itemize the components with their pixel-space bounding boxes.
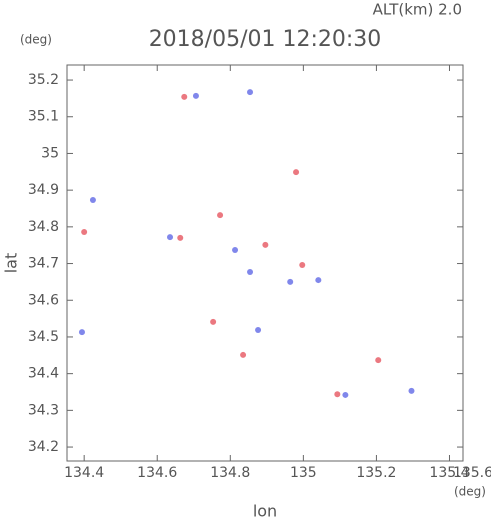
x-tick-label: 135.6 xyxy=(453,465,491,481)
echo-point xyxy=(334,391,341,398)
y-axis-label: lat xyxy=(2,253,21,274)
echo-point xyxy=(78,329,85,336)
x-tick-label: 135.2 xyxy=(356,465,396,481)
echo-point xyxy=(89,197,96,204)
y-tick-label: 34.4 xyxy=(28,366,59,382)
x-tick-label: 134.6 xyxy=(137,465,177,481)
echo-point xyxy=(315,277,322,284)
echo-point xyxy=(342,391,349,398)
echo-point xyxy=(210,318,217,325)
plot-frame xyxy=(66,64,464,462)
y-unit: (deg) xyxy=(20,33,52,47)
y-tick-label: 34.6 xyxy=(28,292,59,308)
y-tick-label: 35 xyxy=(41,145,59,161)
echo-point xyxy=(192,92,199,99)
x-tick-label: 134.4 xyxy=(64,465,104,481)
echo-point xyxy=(247,89,254,96)
echo-point xyxy=(167,234,174,241)
echo-point xyxy=(240,351,247,358)
echo-point xyxy=(81,228,88,235)
chart-title: 2018/05/01 12:20:30 xyxy=(149,27,382,52)
echo-point xyxy=(232,246,239,253)
y-tick-label: 35.2 xyxy=(28,72,59,88)
y-tick-label: 34.8 xyxy=(28,219,59,235)
y-tick-label: 34.7 xyxy=(28,256,59,272)
echo-point xyxy=(177,234,184,241)
echo-point xyxy=(181,93,188,100)
echo-point xyxy=(293,169,300,176)
echo-point xyxy=(299,262,306,269)
echo-point xyxy=(375,357,382,364)
y-tick-label: 35.1 xyxy=(28,109,59,125)
y-tick-label: 34.2 xyxy=(28,439,59,455)
x-tick-label: 135.4 xyxy=(429,465,469,481)
echo-point xyxy=(408,387,415,394)
echo-point xyxy=(217,212,224,219)
x-unit: (deg) xyxy=(454,485,486,499)
y-tick-label: 34.3 xyxy=(28,402,59,418)
x-tick-label: 134.8 xyxy=(210,465,250,481)
y-tick-label: 34.9 xyxy=(28,182,59,198)
echo-point xyxy=(287,278,294,285)
y-tick-label: 34.5 xyxy=(28,329,59,345)
echo-point xyxy=(247,268,254,275)
echo-point xyxy=(255,326,262,333)
echo-point xyxy=(262,241,269,248)
x-tick-label: 135 xyxy=(290,465,317,481)
subtitle: ALT(km) 2.0 xyxy=(373,1,462,19)
x-axis-label: lon xyxy=(253,502,277,521)
